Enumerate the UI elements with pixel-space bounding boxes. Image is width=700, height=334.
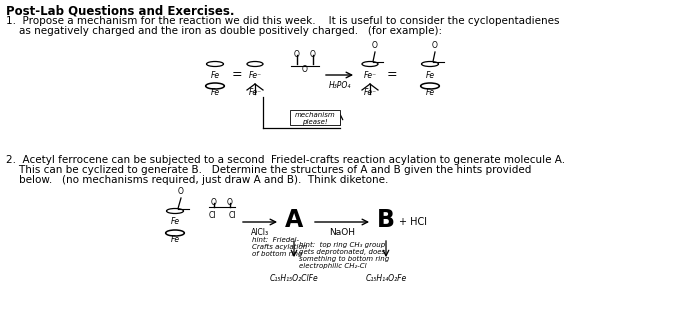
Text: This can be cyclized to generate B.   Determine the structures of A and B given : This can be cyclized to generate B. Dete…	[6, 165, 531, 175]
Text: electrophilic CH₂-Cl: electrophilic CH₂-Cl	[299, 263, 367, 269]
Text: Fe⁻: Fe⁻	[363, 88, 377, 97]
Text: =: =	[386, 68, 398, 81]
Text: hint:  Friedel-: hint: Friedel-	[252, 237, 299, 243]
Text: O: O	[310, 50, 316, 59]
Text: of bottom ring: of bottom ring	[252, 251, 302, 257]
Text: below.   (no mechanisms required, just draw A and B).  Think diketone.: below. (no mechanisms required, just dra…	[6, 175, 389, 185]
Text: C₁₅H₁₄O₂Fe: C₁₅H₁₄O₂Fe	[365, 274, 407, 283]
Text: as negatively charged and the iron as double positively charged.   (for example): as negatively charged and the iron as do…	[6, 26, 442, 36]
Text: 2.  Acetyl ferrocene can be subjected to a second  Friedel-crafts reaction acyla: 2. Acetyl ferrocene can be subjected to …	[6, 155, 565, 165]
Text: Post-Lab Questions and Exercises.: Post-Lab Questions and Exercises.	[6, 5, 235, 18]
Text: NaOH: NaOH	[329, 228, 355, 237]
Text: O: O	[432, 41, 438, 50]
Text: Fe: Fe	[211, 88, 220, 97]
Text: something to bottom ring: something to bottom ring	[299, 256, 389, 262]
Text: O: O	[178, 187, 184, 196]
Text: hint:  top ring CH₃ group: hint: top ring CH₃ group	[299, 242, 385, 248]
Text: H₃PO₄: H₃PO₄	[328, 81, 351, 90]
Text: O: O	[227, 198, 233, 207]
Text: Crafts acylation: Crafts acylation	[252, 244, 307, 250]
Text: AlCl₃: AlCl₃	[251, 228, 269, 237]
Text: Fe⁻: Fe⁻	[248, 70, 262, 79]
Text: Fe⁻: Fe⁻	[363, 70, 377, 79]
Text: 1.  Propose a mechanism for the reaction we did this week.    It is useful to co: 1. Propose a mechanism for the reaction …	[6, 16, 559, 26]
Text: B: B	[377, 208, 395, 232]
Text: Fe: Fe	[426, 88, 435, 97]
Text: Cl: Cl	[209, 211, 216, 220]
Text: Fe: Fe	[170, 235, 180, 244]
Text: =: =	[232, 68, 242, 81]
Text: Fe: Fe	[426, 70, 435, 79]
Text: mechanism
please!: mechanism please!	[295, 112, 335, 125]
Text: + HCl: + HCl	[399, 217, 427, 227]
Text: Fe: Fe	[170, 217, 180, 226]
Text: O: O	[372, 41, 378, 50]
Text: A: A	[285, 208, 303, 232]
Text: Cl: Cl	[228, 211, 236, 220]
Text: O: O	[211, 198, 217, 207]
Text: C₁₅H₁₅O₂ClFe: C₁₅H₁₅O₂ClFe	[270, 274, 318, 283]
Text: O: O	[302, 65, 308, 74]
Bar	[290, 110, 340, 125]
Text: Fe⁻: Fe⁻	[248, 88, 262, 97]
Text: Fe: Fe	[211, 70, 220, 79]
Text: gets deprotonated, does: gets deprotonated, does	[299, 249, 385, 255]
Text: O: O	[294, 50, 300, 59]
